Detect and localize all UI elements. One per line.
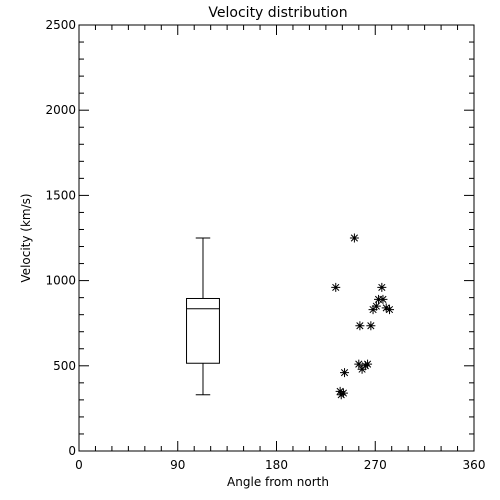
x-tick-label: 360 <box>463 458 486 472</box>
data-point <box>354 359 364 369</box>
y-tick-label: 2000 <box>45 103 76 117</box>
scatter-points <box>331 233 395 400</box>
y-tick-label: 500 <box>53 359 76 373</box>
y-axis-title: Velocity (km/s) <box>19 193 33 282</box>
y-tick-label: 0 <box>68 444 76 458</box>
x-tick-label: 270 <box>364 458 387 472</box>
y-tick-label: 2500 <box>45 18 76 32</box>
y-axis-ticks: 0 500 1000 1500 2000 2500 <box>45 18 474 458</box>
data-point <box>363 359 373 369</box>
data-point <box>340 368 350 378</box>
data-point <box>331 282 341 292</box>
data-point <box>371 301 381 311</box>
boxplot <box>186 237 220 396</box>
x-axis-title: Angle from north <box>227 475 329 489</box>
data-point <box>366 321 376 331</box>
y-tick-label: 1000 <box>45 274 76 288</box>
plot-frame <box>78 24 475 452</box>
x-tick-label: 0 <box>75 458 83 472</box>
x-tick-label: 180 <box>265 458 288 472</box>
data-point <box>335 386 345 396</box>
data-point <box>381 303 391 313</box>
x-tick-label: 90 <box>170 458 185 472</box>
data-point <box>355 321 365 331</box>
data-point <box>357 364 367 374</box>
data-point <box>368 305 378 315</box>
data-point <box>349 233 359 243</box>
data-point <box>338 388 348 398</box>
data-point <box>378 294 388 304</box>
y-tick-label: 1500 <box>45 188 76 202</box>
data-point <box>385 305 395 315</box>
data-point <box>377 282 387 292</box>
x-axis-ticks: 0 90 180 270 360 <box>75 25 485 472</box>
chart-title: Velocity distribution <box>208 5 347 21</box>
box-iqr <box>186 297 220 364</box>
